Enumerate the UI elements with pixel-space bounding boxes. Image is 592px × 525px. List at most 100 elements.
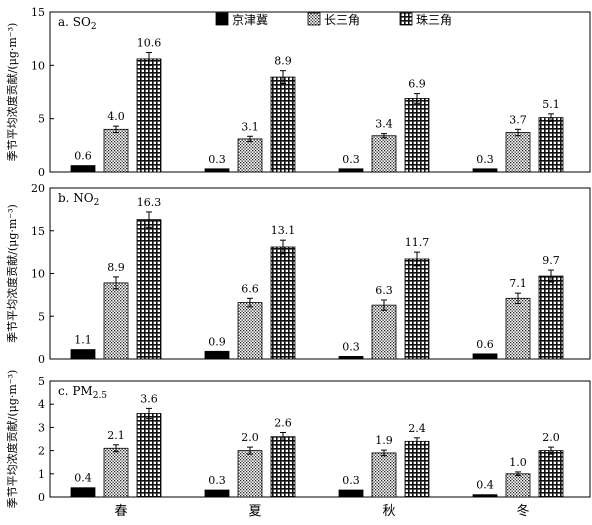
legend-item: 长三角 bbox=[307, 12, 360, 27]
panel-title-main: b. NO bbox=[58, 191, 94, 205]
bar bbox=[371, 452, 397, 498]
data-label: 6.3 bbox=[375, 284, 393, 297]
y-tick-label: 5 bbox=[38, 310, 45, 323]
bar bbox=[136, 413, 162, 498]
data-label: 0.6 bbox=[74, 150, 92, 163]
data-label: 1.1 bbox=[74, 334, 92, 347]
bar bbox=[404, 98, 430, 173]
legend-swatch bbox=[399, 12, 413, 26]
data-label: 10.6 bbox=[137, 37, 162, 50]
data-label: 6.9 bbox=[408, 78, 426, 91]
data-label: 0.3 bbox=[342, 474, 360, 487]
y-tick-label: 10 bbox=[31, 59, 45, 72]
bar bbox=[404, 440, 430, 498]
data-label: 0.3 bbox=[208, 474, 226, 487]
y-tick-label: 2 bbox=[38, 445, 45, 458]
bar bbox=[338, 489, 364, 498]
y-tick-label: 15 bbox=[31, 225, 45, 238]
panel-c: 0 1 2 3 4 5 季节平均浓度贡献/(μg·m⁻³) c. PM2.5 0.4 0.3 0.3… bbox=[5, 370, 591, 508]
y-tick-label: 20 bbox=[31, 182, 45, 195]
data-label: 0.4 bbox=[74, 472, 92, 485]
panel-title-subscript: 2.5 bbox=[93, 391, 108, 401]
bar bbox=[538, 275, 564, 360]
panel-title: b. NO2 bbox=[58, 191, 99, 208]
data-label: 3.6 bbox=[140, 392, 158, 405]
panel-title-subscript: 2 bbox=[91, 22, 97, 32]
bar bbox=[270, 76, 296, 173]
bar bbox=[70, 349, 96, 360]
bar bbox=[472, 494, 498, 498]
data-label: 3.7 bbox=[509, 113, 527, 126]
data-label: 0.3 bbox=[208, 153, 226, 166]
panel-title: c. PM2.5 bbox=[58, 384, 107, 401]
y-tick-label: 1 bbox=[38, 468, 45, 481]
legend-swatch bbox=[215, 12, 229, 26]
data-label: 0.3 bbox=[342, 340, 360, 353]
bar bbox=[505, 473, 531, 498]
bar bbox=[472, 168, 498, 173]
bar bbox=[505, 132, 531, 173]
data-label: 5.1 bbox=[542, 98, 560, 111]
data-label: 6.6 bbox=[241, 282, 259, 295]
data-label: 1.9 bbox=[375, 434, 393, 447]
bar bbox=[103, 447, 129, 498]
y-axis-label: 季节平均浓度贡献/(μg·m⁻³) bbox=[5, 23, 19, 162]
y-tick-label: 4 bbox=[38, 398, 45, 411]
bar bbox=[538, 117, 564, 173]
y-tick-label: 0 bbox=[38, 491, 45, 504]
x-category-label: 夏 bbox=[248, 504, 261, 519]
bar bbox=[538, 450, 564, 498]
bar bbox=[505, 297, 531, 360]
x-axis-categories: 春夏秋冬 bbox=[114, 503, 529, 519]
bar bbox=[136, 58, 162, 173]
x-category-label: 秋 bbox=[382, 504, 395, 519]
x-category-label: 冬 bbox=[516, 503, 529, 519]
x-category-label: 春 bbox=[114, 504, 127, 519]
legend: 京津冀 长三角 珠三角 bbox=[215, 12, 452, 27]
bar bbox=[204, 350, 230, 360]
data-label: 0.9 bbox=[208, 335, 226, 348]
y-tick-label: 0 bbox=[38, 353, 45, 366]
data-label: 11.7 bbox=[405, 236, 430, 249]
bar bbox=[237, 450, 263, 498]
data-label: 0.4 bbox=[476, 479, 494, 492]
legend-label: 京津冀 bbox=[232, 13, 268, 27]
legend-swatch bbox=[307, 12, 321, 26]
bar bbox=[237, 302, 263, 360]
data-label: 13.1 bbox=[271, 224, 296, 237]
bar bbox=[70, 487, 96, 498]
data-label: 2.6 bbox=[274, 417, 292, 430]
bar bbox=[136, 219, 162, 360]
data-label: 0.6 bbox=[476, 338, 494, 351]
bar bbox=[371, 135, 397, 173]
data-label: 2.1 bbox=[107, 429, 125, 442]
y-axis-label: 季节平均浓度贡献/(μg·m⁻³) bbox=[5, 204, 19, 343]
bar bbox=[270, 246, 296, 360]
panel-b: 0 5 10 15 20 季节平均浓度贡献/(μg·m⁻³) b. NO2 1.1 0.9 0.3… bbox=[5, 182, 591, 366]
bar bbox=[338, 168, 364, 173]
data-label: 3.4 bbox=[375, 118, 393, 131]
data-label: 8.9 bbox=[107, 261, 125, 274]
bar bbox=[404, 258, 430, 360]
panel-title-main: a. SO bbox=[58, 15, 91, 29]
y-tick-label: 15 bbox=[31, 6, 45, 19]
bar bbox=[270, 436, 296, 498]
data-label: 2.0 bbox=[542, 431, 560, 444]
y-tick-label: 10 bbox=[31, 268, 45, 281]
bar bbox=[371, 304, 397, 360]
data-label: 3.1 bbox=[241, 120, 259, 133]
panel-a: 0 5 10 15 季节平均浓度贡献/(μg·m⁻³) a. SO2 0.6 0.3 0.3 0.… bbox=[5, 6, 591, 179]
data-label: 0.3 bbox=[342, 153, 360, 166]
data-label: 9.7 bbox=[542, 254, 560, 267]
data-label: 2.0 bbox=[241, 431, 259, 444]
data-label: 4.0 bbox=[107, 110, 125, 123]
legend-item: 珠三角 bbox=[399, 12, 452, 27]
plot-frame bbox=[49, 11, 591, 173]
y-tick-label: 5 bbox=[38, 113, 45, 126]
data-label: 2.4 bbox=[408, 422, 426, 435]
data-label: 0.3 bbox=[476, 153, 494, 166]
bar bbox=[204, 489, 230, 498]
y-tick-label: 0 bbox=[38, 166, 45, 179]
